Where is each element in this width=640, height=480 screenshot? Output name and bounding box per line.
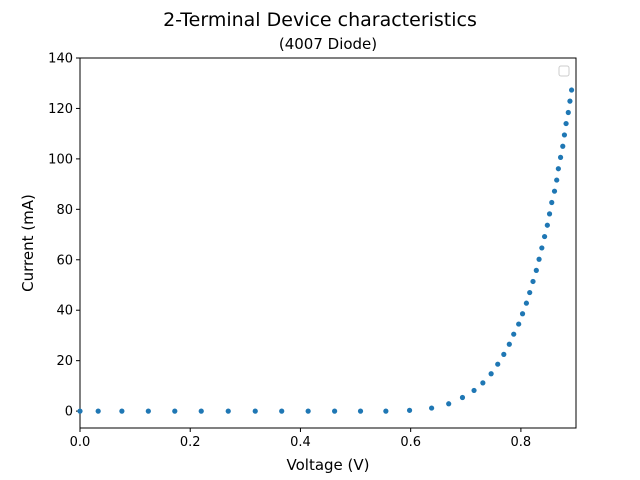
data-point (119, 408, 125, 414)
data-point (533, 267, 539, 273)
data-series (77, 87, 575, 414)
data-point (536, 256, 542, 262)
axes-frame (79, 57, 577, 429)
data-point (488, 371, 494, 377)
plot-area: 0.0 0.2 0.4 0.6 0.8 0 20 40 60 80 100 120 140 (48, 52, 577, 450)
x-axis-label: Voltage (V) (287, 456, 370, 474)
data-point (279, 408, 285, 414)
chart-title: 2-Terminal Device characteristics (163, 9, 477, 31)
data-point (519, 311, 526, 317)
data-point (561, 132, 568, 138)
y-tick-label: 100 (48, 152, 73, 167)
data-point (506, 341, 512, 347)
data-point (555, 166, 561, 172)
data-point (565, 109, 571, 116)
data-point (539, 245, 545, 251)
data-point (495, 361, 501, 367)
data-point (544, 222, 550, 228)
data-point (459, 394, 466, 401)
y-tick-label: 120 (48, 102, 73, 117)
data-point (429, 405, 435, 411)
data-point (383, 408, 389, 414)
data-point (563, 120, 569, 127)
data-point (501, 351, 507, 357)
data-point (198, 408, 204, 414)
data-point (557, 154, 564, 160)
data-point (549, 199, 555, 206)
data-point (527, 289, 533, 296)
x-axis: 0.0 0.2 0.4 0.6 0.8 (70, 428, 532, 450)
data-point (446, 401, 452, 407)
data-point (332, 408, 338, 414)
y-axis: 0 20 40 60 80 100 120 140 (48, 52, 80, 420)
x-tick-label: 0.0 (70, 435, 91, 450)
data-point (406, 407, 413, 413)
data-point (357, 408, 364, 414)
data-point (568, 87, 575, 93)
x-tick-label: 0.2 (180, 435, 201, 450)
legend-box (558, 65, 570, 77)
data-point (471, 387, 477, 394)
data-point (77, 408, 83, 414)
data-point (95, 408, 101, 414)
data-point (172, 408, 178, 414)
data-point (530, 278, 536, 285)
data-point (546, 211, 553, 217)
y-tick-label: 140 (48, 52, 73, 67)
data-point (511, 331, 517, 337)
y-tick-label: 60 (56, 253, 73, 268)
data-point (560, 143, 566, 149)
data-point (252, 408, 258, 414)
y-tick-label: 40 (56, 304, 73, 319)
chart-subtitle: (4007 Diode) (279, 35, 377, 53)
data-point (145, 408, 151, 414)
y-tick-label: 0 (65, 405, 73, 420)
x-tick-label: 0.6 (400, 435, 421, 450)
y-axis-label: Current (mA) (19, 194, 37, 292)
x-tick-label: 0.8 (511, 435, 532, 450)
data-point (225, 408, 231, 414)
y-tick-label: 80 (56, 203, 73, 218)
x-tick-label: 0.4 (290, 435, 311, 450)
data-point (480, 380, 486, 386)
data-point (541, 233, 548, 240)
y-tick-label: 20 (56, 354, 73, 369)
data-point (523, 300, 530, 306)
data-point (567, 98, 573, 104)
data-point (554, 177, 560, 183)
data-point (551, 188, 558, 194)
data-point (516, 321, 522, 327)
data-point (305, 408, 311, 414)
